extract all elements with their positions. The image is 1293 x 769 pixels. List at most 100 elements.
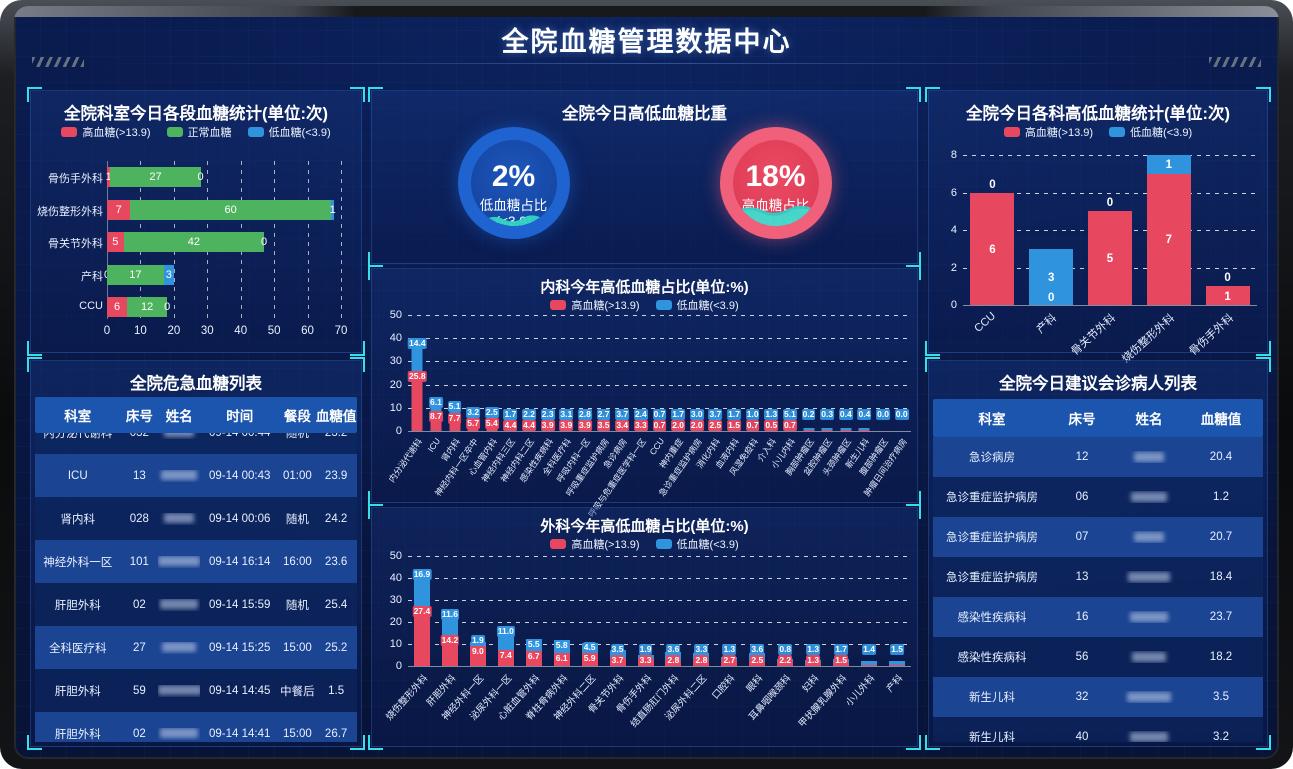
bar-value-label-low: 3.3	[694, 644, 709, 655]
bar-value-label-high: 5	[1106, 253, 1114, 266]
bar-value-label-low: 2.3	[540, 409, 555, 420]
table-cell: 23.2	[315, 433, 357, 439]
bar-value-label-low: 5.1	[447, 401, 462, 413]
bar-value-label-low: 0.4	[857, 409, 872, 420]
panel-title: 全院科室今日各段血糖统计(单位:次)	[64, 105, 328, 123]
table-row[interactable]: 急诊病房 12 20.4	[933, 437, 1263, 477]
bar-group: 1.5	[889, 556, 906, 666]
table-row[interactable]: 肾内科 028 09-14 00:06 随机 24.2	[35, 497, 357, 540]
table-cell: 09-14 14:41	[209, 727, 271, 740]
y-tick-label: 30	[389, 594, 402, 606]
bar-value-label-low: 5.5	[526, 639, 541, 651]
table-cell: 感染性疾病科	[957, 652, 1027, 664]
panel-title: 全院危急血糖列表	[130, 375, 262, 393]
blurred-patient-name	[1130, 731, 1168, 742]
bar-segment-low	[1146, 155, 1191, 174]
table-cell	[158, 642, 200, 654]
bar-value-label-high: 5.7	[466, 417, 481, 429]
legend-item: 高血糖(>13.9)	[1003, 124, 1093, 140]
table-viewport[interactable]: 急诊病房 12 20.4 急诊重症监护病房 06 1.2 急诊重症监护病房 07 20.7 急诊重…	[933, 437, 1263, 742]
table-row[interactable]: 新生儿科 32 3.5	[933, 677, 1263, 717]
table-row[interactable]: 肝胆外科 02 09-14 15:59 随机 25.4	[35, 583, 357, 626]
table-cell	[158, 556, 200, 568]
bar-value-label-high: 7.4	[498, 649, 513, 661]
bar-group: 6.7 5.5	[525, 556, 542, 666]
bar-value-label-low: 2.2	[522, 409, 536, 420]
gridline	[408, 600, 911, 601]
bar-value-label: 1	[329, 203, 336, 216]
low-glucose-gauge: 2% 低血糖占比(<3.9)	[457, 127, 570, 239]
legend-label: 低血糖(<3.9)	[676, 300, 739, 312]
y-tick-label: 40	[389, 572, 402, 584]
table-cell: 随机	[285, 513, 309, 526]
table-cell	[158, 728, 200, 740]
bar-value-label-high: 6.7	[526, 651, 541, 663]
category-label: 骨伤手外科	[48, 173, 103, 185]
table-cell: 09-14 15:59	[209, 598, 271, 611]
bar-value-label-low: 1.3	[806, 644, 821, 655]
bar-value-label-high: 5.4	[484, 418, 499, 430]
table-cell: 09-14 00:44	[200, 433, 280, 439]
corner-bracket-icon	[906, 87, 921, 102]
blurred-patient-name	[1134, 451, 1164, 462]
page-title: 全院血糖管理数据中心	[501, 27, 792, 57]
corner-bracket-icon	[925, 735, 940, 750]
table-cell	[1113, 491, 1185, 503]
table-row[interactable]: 急诊重症监护病房 07 20.7	[933, 517, 1263, 557]
bar-value-label-low: 5.1	[782, 409, 797, 420]
table-row[interactable]: 感染性疾病科 16 23.7	[933, 597, 1263, 637]
table-row[interactable]: 新生儿科 40 3.2	[933, 717, 1263, 742]
table-header-cell: 床号	[1068, 412, 1096, 427]
table-header-cell: 姓名	[165, 409, 193, 424]
bar-value-label-low: 0.4	[838, 409, 853, 420]
bar-value-label-high: 3.5	[596, 420, 611, 431]
table-cell: 02	[132, 727, 146, 740]
corner-bracket-icon	[368, 87, 383, 102]
table-row[interactable]: ICU 13 09-14 00:43 01:00 23.9	[35, 454, 357, 497]
bar-value-label-high: 4.4	[522, 420, 536, 431]
table-header-cell: 科室	[978, 412, 1006, 427]
table-row[interactable]: 肝胆外科 02 09-14 14:41 15:00 26.7	[35, 712, 357, 742]
table-row[interactable]: 全科医疗科 27 09-14 15:25 15:00 25.2	[35, 626, 357, 669]
table-cell: ICU	[67, 469, 88, 482]
bar-group: 9.0 1.9	[469, 556, 486, 666]
category-label: 骨伤手外科	[1186, 312, 1236, 358]
table-header-cell: 科室	[64, 409, 92, 424]
bar-group: 2.0 1.7	[671, 315, 686, 431]
table-cell: 25.4	[324, 598, 348, 611]
table-row[interactable]: 内分泌代谢科 032 09-14 00:44 随机 23.2	[35, 433, 357, 454]
table-row[interactable]: 神经外科一区 101 09-14 16:14 16:00 23.6	[35, 540, 357, 583]
blurred-patient-name	[164, 433, 195, 438]
bar-segment-high: 7	[107, 199, 131, 220]
table-row[interactable]: 急诊重症监护病房 13 18.4	[933, 557, 1263, 597]
table-row[interactable]: 急诊重症监护病房 06 1.2	[933, 477, 1263, 517]
blurred-patient-name	[1132, 651, 1166, 662]
surgery-bar-chart: 0 10 20 30 40 50 27.4 16.9 烧伤整形外科 14.2 11.6 肝胆外科 9.0…	[372, 508, 917, 746]
table-row[interactable]: 肝胆外科 59 09-14 14:45 中餐后 1.5	[35, 669, 357, 712]
bar-group: 4.4 1.7	[503, 315, 518, 431]
corner-bracket-icon	[925, 87, 940, 102]
bar-value-label-high: 7.7	[447, 413, 462, 425]
legend-swatch-icon	[247, 127, 264, 137]
table-row[interactable]: 感染性疾病科 56 18.2	[933, 637, 1263, 677]
table-cell: 16:00	[282, 555, 312, 568]
bar-value-label-high: 4.4	[503, 420, 518, 431]
table-viewport[interactable]: 内分泌代谢科 032 09-14 00:44 随机 23.2 ICU 13 09-14 00:…	[35, 433, 357, 742]
corner-bracket-icon	[925, 341, 940, 356]
bar-group: 6.1 5.8	[553, 556, 570, 666]
gridline	[408, 361, 911, 363]
table-header-row: 科室 床号 姓名 血糖值	[933, 399, 1263, 437]
bar-group: 0.4	[838, 315, 853, 431]
bar-value-label-high: 9.0	[470, 646, 485, 658]
corner-bracket-icon	[906, 265, 921, 280]
y-tick-label: 0	[395, 425, 402, 437]
x-tick-label: 0	[103, 325, 111, 337]
table-cell: 23.7	[1209, 611, 1233, 623]
bar-value-label-low: 3.0	[689, 409, 704, 420]
bar-group: 2.8 3.3	[693, 556, 710, 666]
bar-group: 7.4 11.0	[496, 556, 515, 666]
bar-group: 5.4 2.5	[484, 315, 499, 431]
